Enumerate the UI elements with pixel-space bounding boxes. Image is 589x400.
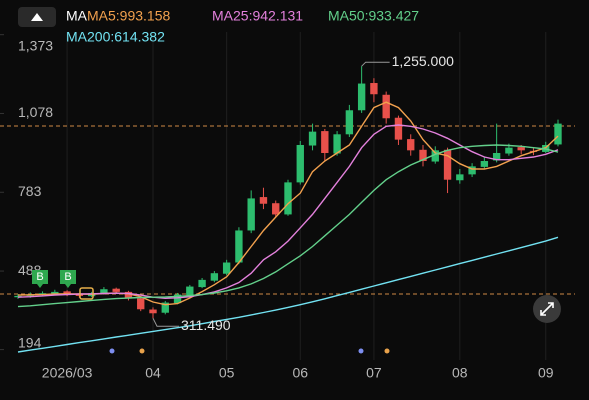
candle-body — [407, 139, 415, 151]
ma-line — [17, 144, 559, 308]
candle-body — [345, 110, 354, 135]
candle-body — [259, 197, 268, 204]
x-tick-label: 09 — [538, 365, 554, 381]
candle-body — [124, 291, 133, 299]
badge-icon: B — [64, 271, 71, 283]
candle-body — [468, 166, 476, 175]
high-leader — [361, 61, 390, 67]
candle-body — [296, 144, 304, 183]
x-tick-label: 08 — [452, 365, 468, 381]
candle-body — [51, 291, 59, 294]
legend-entry: MA50:933.427 — [328, 8, 419, 24]
candle-body — [63, 291, 71, 295]
candle-body — [137, 298, 145, 310]
candle-body — [321, 131, 329, 153]
legend-entry: MA25:942.131 — [212, 8, 303, 24]
candle-body — [308, 131, 317, 146]
event-dot — [139, 348, 145, 354]
event-dot — [384, 348, 390, 354]
low-leader — [152, 317, 179, 327]
candle-body — [247, 198, 255, 231]
x-tick-label: 05 — [219, 365, 235, 381]
buy-badge — [32, 270, 48, 288]
x-tick-label: 07 — [366, 365, 382, 381]
event-dot — [358, 348, 364, 354]
badges: B B — [32, 270, 390, 354]
expand-icon[interactable] — [540, 302, 554, 316]
event-badge — [79, 287, 94, 300]
y-tick-label: 783 — [18, 183, 42, 199]
ma-line — [17, 236, 559, 353]
x-tick-label: 2026/03 — [42, 365, 93, 381]
candle-body — [456, 174, 464, 181]
candle-body — [492, 152, 501, 161]
low-annotation: 311.490 — [181, 317, 231, 333]
event-dot — [109, 348, 115, 354]
candle-body — [186, 286, 194, 296]
legend-entry: MA5:993.158 — [87, 8, 170, 24]
badge-icon: B — [36, 271, 43, 283]
candle-body — [149, 309, 157, 314]
candle-body — [517, 147, 525, 151]
candle-body — [333, 134, 341, 154]
candle-body — [112, 288, 120, 292]
legend: MA MA5:993.158 MA25:942.131 MA50:933.427 MA… — [66, 8, 419, 45]
y-tick-label: 194 — [18, 335, 42, 351]
candle-body — [222, 262, 231, 274]
candle-body — [394, 117, 403, 140]
buy-badge — [60, 270, 76, 288]
candle-body — [198, 279, 206, 288]
candle-body — [357, 83, 366, 111]
y-tick-label: 1,373 — [18, 38, 53, 54]
candle-body — [554, 123, 562, 145]
expand-button[interactable] — [533, 295, 561, 323]
candle-body — [210, 273, 219, 281]
candle-body — [505, 147, 513, 154]
x-tick-label: 06 — [292, 365, 308, 381]
x-tick-label: 04 — [145, 365, 161, 381]
candle-body — [235, 230, 243, 263]
arrow-icon[interactable] — [31, 13, 43, 21]
candle-body — [370, 83, 378, 95]
candle-body — [480, 161, 489, 167]
candle-body — [382, 94, 390, 119]
collapse-button[interactable] — [18, 7, 56, 27]
candle-body — [431, 150, 439, 162]
y-tick-label: 1,078 — [18, 104, 53, 120]
candle-body — [443, 149, 452, 180]
candle-body — [284, 182, 292, 215]
candle-body — [100, 289, 108, 294]
candle-body — [173, 294, 182, 304]
indicator-label: MA — [66, 8, 88, 24]
candle-body — [161, 302, 169, 313]
high-annotation: 1,255.000 — [392, 53, 454, 69]
candle-body — [38, 293, 47, 295]
plot-layer — [14, 66, 562, 353]
candle-body — [272, 203, 280, 215]
candle-body — [419, 149, 427, 162]
ma-line — [17, 124, 559, 300]
legend-entry: MA200:614.382 — [66, 29, 165, 45]
